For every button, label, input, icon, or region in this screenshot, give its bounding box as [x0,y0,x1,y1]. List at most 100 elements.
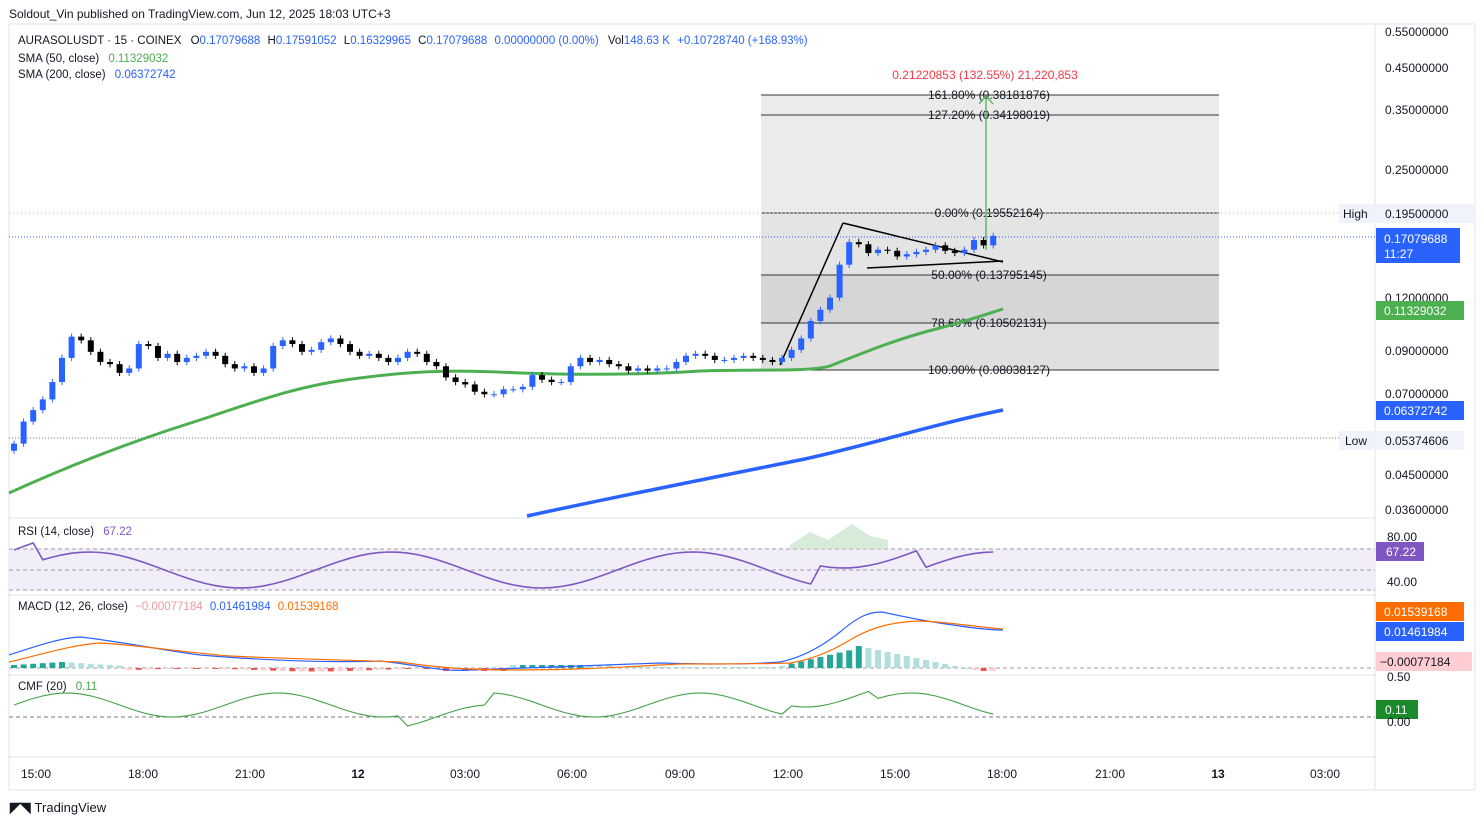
candle-body[interactable] [990,235,997,246]
sma50-legend[interactable]: SMA (50, close) 0.11329032 [18,53,168,65]
candle-body[interactable] [97,351,104,363]
candle-body[interactable] [625,366,632,371]
macd-signal-line[interactable] [8,620,1004,671]
candle-body[interactable] [615,364,622,367]
candle-body[interactable] [894,250,901,257]
candle-body[interactable] [587,357,593,363]
candle-body[interactable] [663,368,670,370]
candle-body[interactable] [87,340,94,352]
candle-body[interactable] [241,366,248,369]
candle-body[interactable] [654,368,661,371]
candle-body[interactable] [721,359,728,361]
candle-body[interactable] [788,349,795,358]
candle-body[interactable] [903,254,910,257]
macd-histogram[interactable] [11,646,997,672]
cmf-line[interactable] [13,690,994,727]
candle-body[interactable] [20,421,27,444]
candle-body[interactable] [126,368,133,373]
candle-body[interactable] [702,353,709,356]
candle-body[interactable] [942,245,949,251]
candle-body[interactable] [308,349,315,352]
candle-body[interactable] [183,357,190,363]
candle-body[interactable] [135,344,142,369]
candle-body[interactable] [769,359,776,363]
candle-body[interactable] [385,357,392,363]
candle-body[interactable] [683,355,689,363]
candle-body[interactable] [923,249,929,252]
candle-body[interactable] [39,399,46,411]
candle-body[interactable] [279,340,286,346]
candle-body[interactable] [827,297,833,310]
candle-body[interactable] [510,389,517,391]
candle-body[interactable] [500,389,507,395]
candle-body[interactable] [539,375,545,380]
candle-body[interactable] [673,362,680,369]
candle-body[interactable] [404,351,411,358]
candle-body[interactable] [529,375,536,387]
candle-body[interactable] [759,357,766,360]
candle-body[interactable] [452,377,459,383]
candle-body[interactable] [961,249,968,254]
candle-body[interactable] [193,355,200,358]
candle-body[interactable] [779,357,785,363]
candle-body[interactable] [356,351,363,356]
candle-body[interactable] [337,338,344,345]
candle-body[interactable] [836,264,843,298]
candle-body[interactable] [567,366,574,383]
candle-body[interactable] [740,355,747,358]
candle-body[interactable] [260,368,267,373]
candle-body[interactable] [443,366,449,378]
candle-body[interactable] [145,344,152,346]
candle-body[interactable] [289,340,296,345]
candle-body[interactable] [519,386,526,390]
price-axis[interactable]: 0.55000000 0.45000000 0.35000000 0.25000… [1385,25,1449,517]
candle-body[interactable] [30,410,37,422]
candle-body[interactable] [366,353,373,356]
candle-body[interactable] [692,353,699,356]
time-axis[interactable]: 15:00 18:00 21:00 12 03:00 06:00 09:00 1… [21,767,1340,781]
candle-body[interactable] [68,336,75,358]
candle-body[interactable] [807,321,814,339]
candle-body[interactable] [299,344,305,352]
macd-line[interactable] [8,611,1004,671]
candle-body[interactable] [817,309,824,322]
candle-body[interactable] [414,351,421,354]
candle-body[interactable] [164,353,171,358]
candle-body[interactable] [347,344,353,352]
candle-body[interactable] [203,351,209,356]
tradingview-logo[interactable]: ◤◥ TradingView [10,799,106,816]
candle-body[interactable] [798,338,805,350]
candle-body[interactable] [423,353,430,363]
candle-body[interactable] [913,251,920,255]
candle-body[interactable] [11,443,17,451]
candle-body[interactable] [212,351,219,356]
candle-body[interactable] [971,240,977,250]
candle-body[interactable] [875,249,881,254]
candle-body[interactable] [548,379,555,383]
candle-body[interactable] [750,355,757,358]
candle-body[interactable] [491,394,497,396]
candle-body[interactable] [462,382,469,385]
rsi-line[interactable] [13,542,994,589]
candle-body[interactable] [606,359,613,365]
candle-body[interactable] [116,364,123,373]
candle-body[interactable] [471,384,478,392]
candle-body[interactable] [481,391,488,395]
fibonacci-retracement[interactable]: 161.80% (0.38181876) 127.20% (0.34198019… [761,88,1219,377]
candle-body[interactable] [155,345,161,358]
candle-body[interactable] [865,244,872,254]
candle-body[interactable] [59,357,65,383]
candle-body[interactable] [49,382,56,400]
candle-body[interactable] [231,364,238,369]
candle-body[interactable] [251,366,257,373]
candle-body[interactable] [932,245,939,250]
triangle-pattern[interactable] [779,222,1004,366]
candle-body[interactable] [884,249,891,251]
candle-body[interactable] [855,242,862,245]
last-price-tag[interactable] [1376,228,1460,263]
macd-legend[interactable]: MACD (12, 26, close) −0.00077184 0.01461… [18,601,339,613]
candle-body[interactable] [951,250,958,254]
candle-body[interactable] [596,359,603,363]
candle-body[interactable] [980,240,987,246]
